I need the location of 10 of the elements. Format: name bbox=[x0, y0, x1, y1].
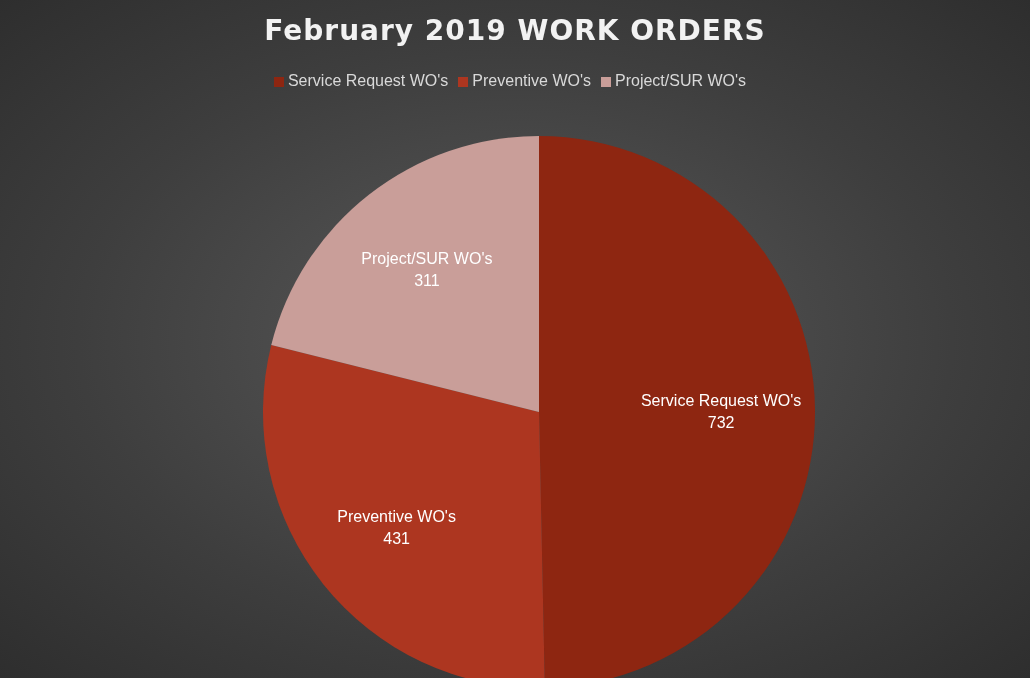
legend-label: Project/SUR WO's bbox=[615, 72, 747, 89]
data-label: 311 bbox=[414, 272, 440, 290]
legend-label: Service Request WO's bbox=[287, 72, 449, 89]
chart-title: February 2019 WORK ORDERS bbox=[263, 14, 767, 47]
slice-label: Service Request WO's bbox=[640, 392, 802, 410]
data-label: 732 bbox=[707, 414, 735, 432]
slice-label: Preventive WO's bbox=[337, 507, 456, 525]
slice-label: Project/SUR WO's bbox=[361, 250, 493, 268]
data-label: 431 bbox=[383, 529, 411, 547]
legend-label: Preventive WO's bbox=[472, 72, 591, 89]
